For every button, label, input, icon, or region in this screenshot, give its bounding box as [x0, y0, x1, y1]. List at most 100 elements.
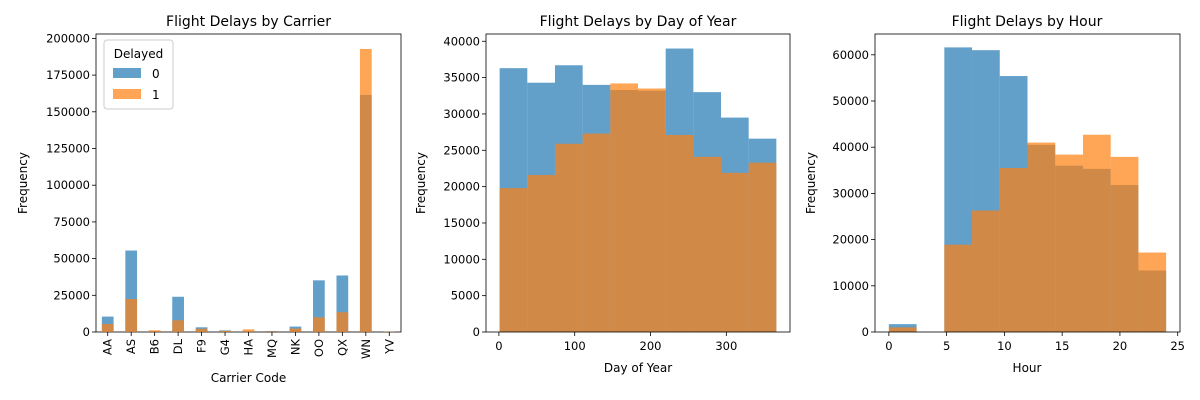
y-tick-label: 20000: [443, 180, 480, 194]
legend-label-0: 0: [152, 67, 160, 81]
hist-bar-delayed-1: [748, 162, 777, 332]
plot-frame: [874, 33, 1181, 333]
hist-bar-delayed-1: [888, 327, 917, 332]
bar-oo-delayed-1: [313, 317, 325, 332]
x-axis-label: Carrier Code: [211, 371, 287, 385]
x-tick-label: 25: [1170, 339, 1185, 353]
x-tick-label: 10: [997, 339, 1012, 353]
y-tick-label: 20000: [832, 233, 869, 247]
bar-nk-delayed-1: [289, 328, 302, 332]
y-axis-ticks: 0 10000 20000 30000 40000 50000 60000: [832, 48, 875, 339]
hist-bar-delayed-1: [610, 83, 638, 332]
y-tick-label: 175000: [46, 68, 90, 82]
bar-aa-delayed-1: [101, 323, 114, 332]
hist-bar-delayed-1: [554, 143, 583, 332]
day-of-year-chart: Flight Delays by Day of Year 0 100 200 300 …: [414, 14, 791, 375]
y-tick-label: 0: [473, 325, 480, 339]
y-tick-label: 10000: [832, 279, 869, 293]
plot-frame: [485, 33, 791, 333]
y-tick-label: 10000: [443, 252, 480, 266]
x-tick-label: 0: [885, 339, 892, 353]
y-tick-label: 30000: [832, 186, 869, 200]
legend-title: Delayed: [114, 47, 163, 61]
legend-label-1: 1: [152, 88, 160, 102]
x-tick-label: 0: [495, 339, 502, 353]
hist-bar-delayed-1: [1110, 156, 1139, 332]
y-tick-label: 40000: [443, 34, 480, 48]
y-tick-label: 15000: [443, 216, 480, 230]
legend: Delayed 0 1: [103, 39, 174, 110]
y-axis-label: Frequency: [804, 152, 818, 214]
bar-g4-delayed-1: [219, 330, 231, 332]
y-tick-label: 200000: [46, 31, 90, 45]
y-axis-ticks: 0 5000 10000 15000 20000 25000 30000 35000 40000: [443, 34, 486, 339]
hist-bar-delayed-1: [1082, 134, 1111, 332]
bar-as-delayed-0: [125, 250, 138, 332]
bar-f9-delayed-1: [195, 328, 208, 332]
hist-bar-delayed-1: [972, 210, 1000, 332]
hist-bar-delayed-1: [1027, 142, 1056, 332]
carrier-chart: Flight Delays by Carrier AA AS B6 DL F9 G4 HA M…: [16, 14, 402, 385]
legend-swatch-0: [113, 68, 141, 78]
x-tick-label: YV: [382, 339, 396, 355]
legend-swatch-1: [113, 89, 141, 99]
hist-bar-delayed-1: [693, 156, 722, 332]
hist-bar-delayed-1: [527, 175, 555, 332]
x-axis-label: Hour: [1013, 361, 1042, 375]
x-tick-label: F9: [195, 339, 209, 353]
x-tick-label: HA: [242, 339, 256, 356]
x-tick-label: AA: [101, 339, 115, 355]
bar-qx-delayed-1: [336, 312, 349, 332]
y-axis-label: Frequency: [414, 152, 428, 214]
hist-bar-delayed-1: [999, 167, 1028, 332]
chart-title: Flight Delays by Hour: [952, 14, 1103, 30]
bar-qx-delayed-0: [336, 275, 349, 332]
x-tick-label: 200: [640, 339, 662, 353]
chart-title: Flight Delays by Carrier: [166, 14, 331, 30]
x-tick-label: G4: [218, 339, 232, 355]
x-tick-label: 300: [715, 339, 737, 353]
x-tick-label: WN: [359, 339, 373, 359]
bar-dl-delayed-1: [172, 320, 184, 332]
y-tick-label: 0: [862, 325, 869, 339]
x-tick-label: MQ: [265, 339, 279, 358]
hist-bar-delayed-1: [499, 188, 528, 332]
histogram-bars: [888, 47, 1167, 333]
hist-bar-delayed-1: [1138, 252, 1167, 332]
y-tick-label: 75000: [53, 215, 90, 229]
y-tick-label: 60000: [832, 48, 869, 62]
y-tick-label: 150000: [46, 105, 90, 119]
bars: [101, 48, 396, 333]
bar-dl-delayed-0: [172, 296, 184, 332]
x-tick-label: QX: [335, 339, 349, 356]
x-tick-label: 15: [1055, 339, 1070, 353]
hist-bar-delayed-1: [665, 135, 694, 332]
y-tick-label: 25000: [53, 288, 90, 302]
y-tick-label: 100000: [46, 178, 90, 192]
bar-as-delayed-1: [125, 298, 138, 332]
y-tick-label: 30000: [443, 107, 480, 121]
x-tick-label: NK: [288, 339, 302, 356]
hist-bar-delayed-1: [638, 88, 666, 332]
chart-title: Flight Delays by Day of Year: [540, 14, 737, 30]
y-tick-label: 40000: [832, 140, 869, 154]
y-tick-label: 35000: [443, 71, 480, 85]
hour-chart: Flight Delays by Hour 0 5 10 15 20 25 0 10000 2…: [804, 14, 1185, 375]
x-axis-ticks: 0 5 10 15 20 25: [885, 332, 1185, 353]
histogram-bars: [499, 48, 777, 333]
y-tick-label: 125000: [46, 142, 90, 156]
x-tick-label: B6: [148, 339, 162, 354]
bar-wn-delayed-1: [359, 48, 372, 333]
y-tick-label: 0: [83, 325, 90, 339]
x-axis-label: Day of Year: [604, 361, 672, 375]
x-tick-label: DL: [171, 338, 185, 354]
y-tick-label: 50000: [832, 94, 869, 108]
hist-bar-delayed-1: [721, 172, 749, 332]
bar-ha-delayed-1: [242, 329, 255, 332]
y-axis-label: Frequency: [16, 152, 30, 214]
hist-bar-delayed-1: [1055, 154, 1083, 332]
bar-oo-delayed-0: [313, 280, 325, 332]
hist-bar-delayed-1: [582, 133, 611, 332]
x-tick-label: 20: [1113, 339, 1128, 353]
